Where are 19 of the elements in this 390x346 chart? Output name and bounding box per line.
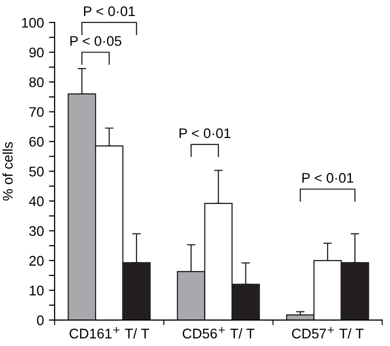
y-tick-label: 100 bbox=[22, 18, 44, 28]
y-tick-label: 70 bbox=[29, 107, 44, 117]
annotation: P < 0·01 bbox=[302, 172, 354, 183]
y-axis-title: % of cells bbox=[2, 142, 13, 200]
text: P < 0·01 bbox=[84, 6, 135, 16]
x-tick-label: CD161$^{+}$ T/ T bbox=[70, 326, 150, 338]
x-tick-label: CD57$^{+}$ T/ T bbox=[292, 326, 364, 338]
y-tick-label: 60 bbox=[29, 136, 44, 147]
y-tick-label: 10 bbox=[30, 286, 44, 296]
y-tick-label: 50 bbox=[29, 166, 44, 176]
annotation: P < 0·01 bbox=[180, 128, 230, 138]
annotation: P < 0·05 bbox=[70, 36, 122, 46]
y-tick-label: 30 bbox=[29, 226, 44, 236]
y-tick-label: 0 bbox=[37, 315, 44, 326]
y-tick-label: 80 bbox=[29, 77, 44, 88]
y-tick-label: 90 bbox=[29, 48, 44, 58]
y-tick-label: 40 bbox=[29, 196, 44, 206]
y-tick-label: 20 bbox=[29, 256, 44, 266]
x-tick-label: CD56$^{+}$ T/ T bbox=[182, 326, 254, 338]
